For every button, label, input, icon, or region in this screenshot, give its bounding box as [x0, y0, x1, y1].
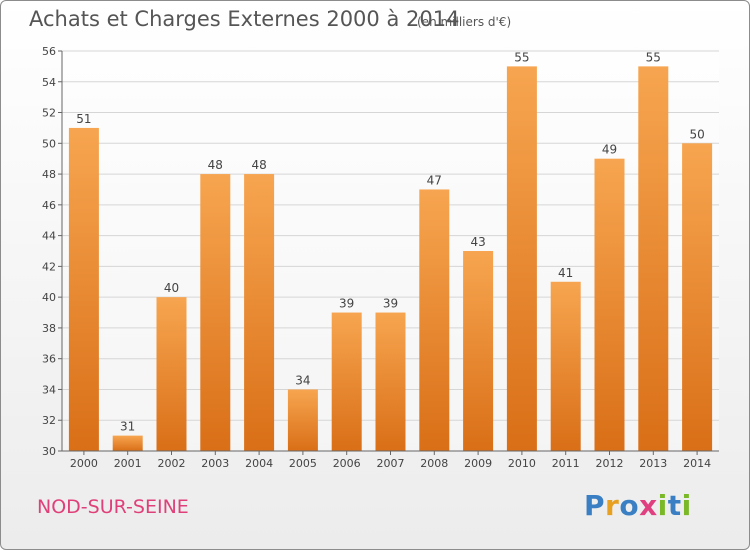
bar [287, 389, 318, 451]
commune-name: NOD-SUR-SEINE [37, 496, 189, 518]
y-tick-label: 54 [42, 76, 56, 89]
x-tick-label: 2000 [70, 457, 98, 470]
bar-value-label: 39 [383, 297, 398, 311]
y-tick-label: 50 [42, 137, 56, 150]
bar-value-label: 51 [76, 112, 91, 126]
y-tick-label: 48 [42, 168, 56, 181]
x-tick-label: 2011 [552, 457, 580, 470]
y-tick-label: 52 [42, 107, 56, 120]
x-tick-label: 2006 [333, 457, 361, 470]
bar [419, 189, 450, 451]
bar-value-label: 55 [514, 50, 529, 64]
proxiti-logo[interactable]: Proxiti [584, 489, 692, 522]
logo-letter: i [657, 489, 668, 522]
bar-value-label: 39 [339, 297, 354, 311]
logo-letter: P [584, 489, 606, 522]
x-tick-label: 2002 [158, 457, 186, 470]
bar [463, 251, 494, 451]
bar-value-label: 50 [689, 127, 704, 141]
logo-letter: o [619, 489, 640, 522]
chart-title: Achats et Charges Externes 2000 à 2014 [29, 7, 460, 31]
logo-letter: i [681, 489, 692, 522]
bar [156, 297, 187, 451]
x-tick-label: 2001 [114, 457, 142, 470]
bar-value-label: 49 [602, 143, 617, 157]
x-tick-label: 2005 [289, 457, 317, 470]
y-tick-label: 46 [42, 199, 56, 212]
bar [244, 174, 275, 452]
y-tick-label: 42 [42, 260, 56, 273]
bar-value-label: 47 [427, 173, 442, 187]
bar-value-label: 40 [164, 281, 179, 295]
logo-letter: r [605, 489, 620, 522]
bar [506, 66, 537, 451]
bar-value-label: 48 [208, 158, 223, 172]
x-tick-label: 2004 [245, 457, 273, 470]
x-tick-label: 2003 [201, 457, 229, 470]
y-tick-label: 44 [42, 230, 56, 243]
x-tick-label: 2010 [508, 457, 536, 470]
y-tick-label: 30 [42, 445, 56, 458]
x-tick-label: 2012 [596, 457, 624, 470]
y-tick-label: 38 [42, 322, 56, 335]
bar [375, 312, 406, 451]
bar [331, 312, 362, 451]
x-tick-label: 2008 [420, 457, 448, 470]
y-tick-label: 36 [42, 353, 56, 366]
bar [594, 158, 625, 451]
y-tick-label: 34 [42, 383, 56, 396]
bar [682, 143, 713, 452]
bar-value-label: 48 [251, 158, 266, 172]
logo-letter: x [639, 489, 658, 522]
x-tick-label: 2014 [683, 457, 711, 470]
axes: 30 32 34 36 38 40 42 44 46 48 50 52 54 56 2000 2001 2002… [42, 45, 719, 470]
bar-value-label: 31 [120, 420, 135, 434]
logo-letter: t [667, 489, 682, 522]
x-tick-label: 2007 [377, 457, 405, 470]
bar-value-label: 41 [558, 266, 573, 280]
bar-value-label: 55 [646, 50, 661, 64]
x-tick-label: 2009 [464, 457, 492, 470]
chart-unit: (en milliers d'€) [417, 15, 512, 29]
bar-value-label: 43 [470, 235, 485, 249]
bar [638, 66, 669, 451]
bar [200, 174, 231, 452]
bars: 51 31 40 48 48 34 39 39 47 43 55 41 49 55 50 [68, 50, 713, 452]
bar-value-label: 34 [295, 373, 310, 387]
y-tick-label: 56 [42, 45, 56, 58]
bar [112, 435, 143, 451]
y-tick-label: 32 [42, 414, 56, 427]
bar [550, 281, 581, 451]
x-tick-label: 2013 [639, 457, 667, 470]
y-tick-label: 40 [42, 291, 56, 304]
bar [68, 127, 99, 451]
